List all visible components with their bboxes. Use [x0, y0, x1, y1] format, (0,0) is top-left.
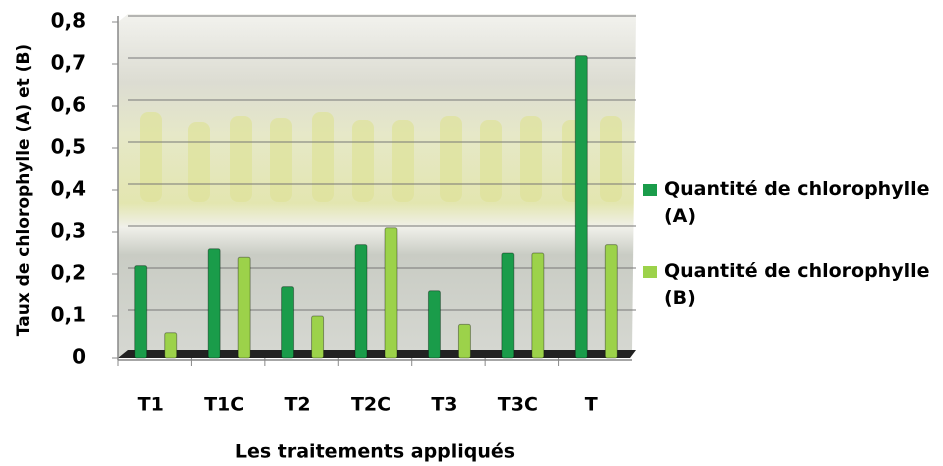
- chart: Taux de chlorophylle (A) et (B) Les trai…: [0, 0, 943, 466]
- legend-item: Quantité de chlorophylle (B): [640, 258, 940, 312]
- bar: [428, 291, 440, 358]
- bar: [282, 287, 294, 358]
- bar: [312, 316, 324, 358]
- x-tick-label: T3C: [498, 394, 538, 416]
- y-tick-label: 0,1: [51, 303, 86, 327]
- bar: [355, 245, 367, 358]
- y-tick-label: 0,6: [51, 93, 86, 117]
- y-axis-title: Taux de chlorophylle (A) et (B): [14, 44, 34, 336]
- y-tick-label: 0,8: [51, 9, 86, 33]
- legend-label: Quantité de chlorophylle (A): [664, 178, 930, 227]
- bar: [502, 253, 514, 358]
- bar: [238, 257, 250, 358]
- x-tick-label: T: [585, 394, 598, 416]
- bar: [165, 333, 177, 358]
- bar: [385, 228, 397, 358]
- x-axis-title: Les traitements appliqués: [235, 441, 515, 463]
- y-tick-label: 0,2: [51, 261, 86, 285]
- legend-swatch: [643, 266, 657, 278]
- bar: [458, 324, 470, 358]
- x-tick-label: T3: [431, 394, 457, 416]
- bar: [208, 249, 220, 358]
- y-tick-label: 0: [72, 345, 86, 369]
- y-tick-label: 0,5: [51, 135, 86, 159]
- bar: [605, 245, 617, 358]
- chart-page: Taux de chlorophylle (A) et (B) Les trai…: [0, 0, 943, 466]
- x-tick-label: T1: [138, 394, 164, 416]
- x-tick-label: T1C: [204, 394, 244, 416]
- bar: [532, 253, 544, 358]
- floor: [118, 350, 636, 358]
- bar: [575, 56, 587, 358]
- legend-label: Quantité de chlorophylle (B): [664, 260, 930, 309]
- legend-item: Quantité de chlorophylle (A): [640, 176, 940, 230]
- x-tick-label: T2C: [351, 394, 391, 416]
- bar: [135, 266, 147, 358]
- y-tick-label: 0,4: [51, 177, 86, 201]
- x-tick-label: T2: [284, 394, 310, 416]
- y-tick-label: 0,3: [51, 219, 86, 243]
- y-tick-label: 0,7: [51, 51, 86, 75]
- legend-swatch: [643, 184, 657, 196]
